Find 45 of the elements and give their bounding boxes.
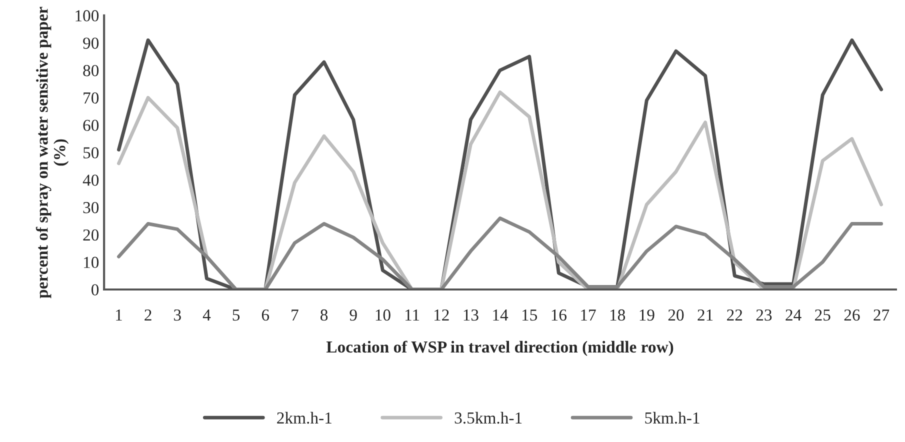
y-tick-label: 50: [84, 147, 99, 158]
x-tick-label: 26: [844, 309, 860, 321]
x-tick-label: 23: [756, 309, 772, 321]
x-tick-label: 1: [116, 310, 122, 321]
line-series: [117, 216, 884, 290]
y-tick-label: 10: [84, 256, 99, 268]
x-tick-label: 11: [405, 310, 420, 321]
x-tick-label: 15: [522, 310, 538, 321]
y-tick-label: 80: [83, 64, 99, 76]
x-tick-label: 4: [202, 310, 211, 321]
y-tick-label: 100: [76, 10, 99, 22]
legend-label: 5km.h-1: [645, 412, 700, 424]
x-tick-label: 7: [292, 310, 298, 321]
line-series: [117, 90, 884, 290]
x-tick-label: 16: [552, 309, 567, 321]
x-tick-label: 12: [434, 309, 449, 321]
x-tick-label: 20: [668, 309, 684, 321]
x-tick-label: 6: [262, 309, 270, 321]
x-tick-label: 19: [640, 309, 654, 321]
y-tick-label: 20: [83, 229, 99, 241]
x-tick-label: 14: [493, 310, 508, 321]
y-tick-label: 90: [83, 38, 99, 49]
legend-label: 3.5km.h-1: [454, 412, 522, 424]
x-tick-label: 8: [320, 309, 328, 321]
x-tick-label: 9: [350, 309, 357, 321]
x-tick-label: 25: [815, 309, 830, 321]
legend-label: 2km.h-1: [277, 412, 332, 424]
x-tick-label: 5: [232, 310, 240, 321]
x-tick-label: 17: [581, 310, 596, 321]
y-tick-label: 30: [83, 202, 99, 214]
y-tick-label: 70: [84, 92, 99, 104]
y-tick-label: 60: [83, 120, 99, 132]
x-tick-label: 13: [464, 309, 478, 321]
x-tick-label: 21: [698, 309, 713, 321]
x-tick-label: 3: [174, 309, 181, 321]
x-tick-label: 27: [874, 309, 890, 321]
y-tick-label: 0: [92, 284, 99, 296]
x-tick-label: 22: [727, 309, 742, 321]
x-tick-label: 24: [786, 309, 802, 321]
y-axis-title: percent of spray on water sensitive paper (%): [36, 6, 69, 298]
x-tick-label: 18: [610, 309, 626, 321]
x-tick-label: 2: [144, 309, 152, 321]
y-tick-label: 40: [82, 174, 99, 186]
x-axis-title: Location of WSP in travel direction (middle row): [326, 340, 674, 356]
x-tick-label: 10: [376, 309, 390, 321]
